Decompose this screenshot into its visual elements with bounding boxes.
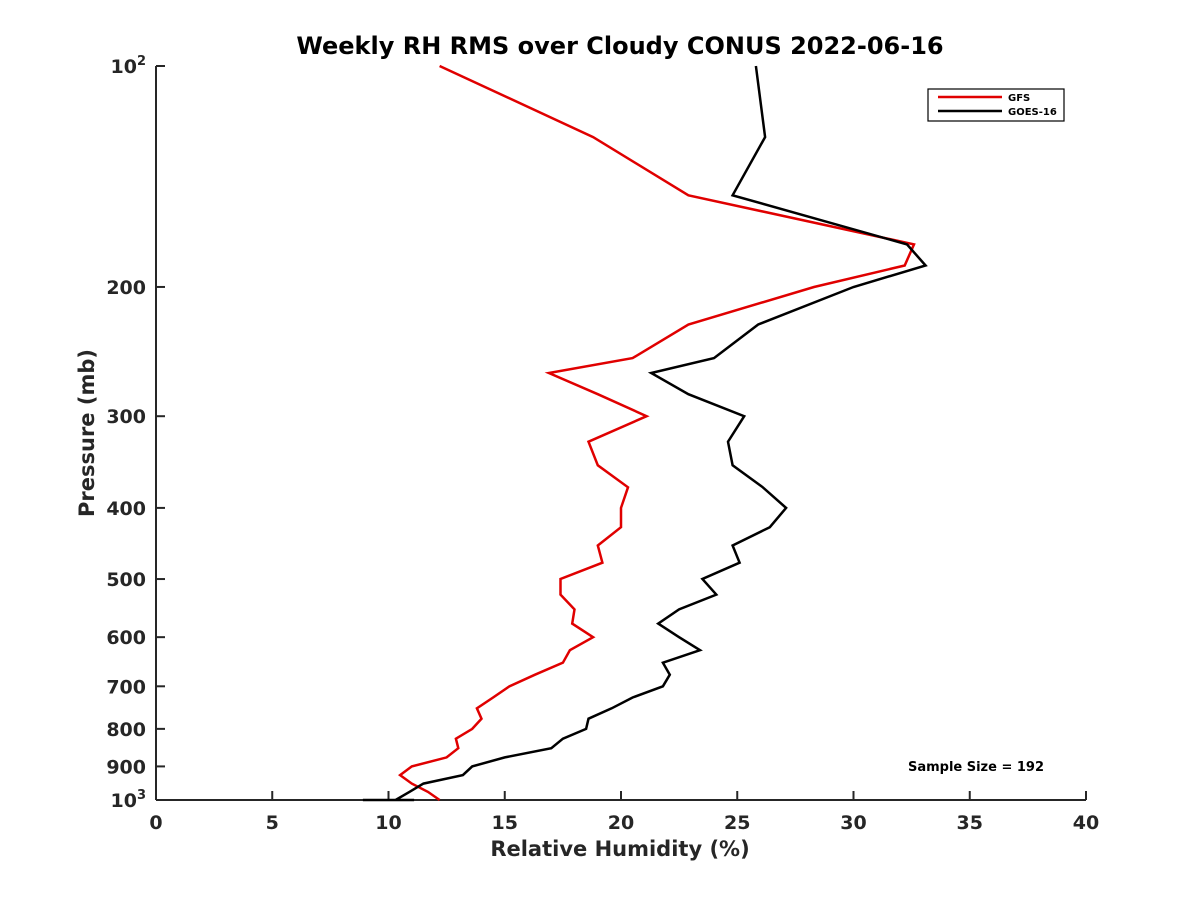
y-tick-label: 600 (106, 627, 146, 649)
x-ticks: 0 5 10 15 20 25 30 35 40 (149, 791, 1099, 834)
y-tick-label: 400 (106, 498, 146, 520)
y-tick-label: 700 (106, 676, 146, 698)
y-axis-label: Pressure (mb) (75, 349, 99, 517)
x-tick-label: 40 (1073, 812, 1099, 834)
series-line-goes16 (362, 65, 928, 802)
series-lines (362, 64, 928, 802)
y-tick-label: 500 (106, 569, 146, 591)
x-tick-label: 25 (724, 812, 750, 834)
x-tick-label: 15 (492, 812, 518, 834)
x-axis-label: Relative Humidity (%) (490, 837, 749, 861)
y-tick-label: 103 (111, 788, 147, 812)
x-tick-label: 30 (840, 812, 866, 834)
x-tick-label: 35 (957, 812, 983, 834)
y-tick-exponent: 2 (137, 54, 146, 69)
y-tick-label: 900 (106, 756, 146, 778)
series-line-gfs (397, 64, 916, 802)
x-tick-label: 10 (375, 812, 401, 834)
y-tick-base: 10 (111, 790, 137, 812)
y-tick-exponent: 3 (137, 788, 146, 803)
legend-label-gfs: GFS (1008, 93, 1030, 104)
legend-label-goes16: GOES-16 (1008, 107, 1057, 118)
chart-title: Weekly RH RMS over Cloudy CONUS 2022-06-… (296, 32, 943, 60)
legend-box (927, 88, 1065, 122)
x-tick-label: 0 (149, 812, 162, 834)
y-tick-label: 800 (106, 719, 146, 741)
y-tick-label: 102 (111, 54, 147, 78)
sample-size-note: Sample Size = 192 (908, 760, 1044, 775)
y-tick-label: 200 (106, 277, 146, 299)
y-tick-base: 10 (111, 56, 137, 78)
x-tick-label: 20 (608, 812, 634, 834)
x-tick-label: 5 (266, 812, 279, 834)
y-tick-label: 300 (106, 406, 146, 428)
plot-area: 0 5 10 15 20 25 30 35 40 10220030040050060070080… (106, 54, 1099, 834)
legend: GFS GOES-16 (927, 88, 1065, 122)
